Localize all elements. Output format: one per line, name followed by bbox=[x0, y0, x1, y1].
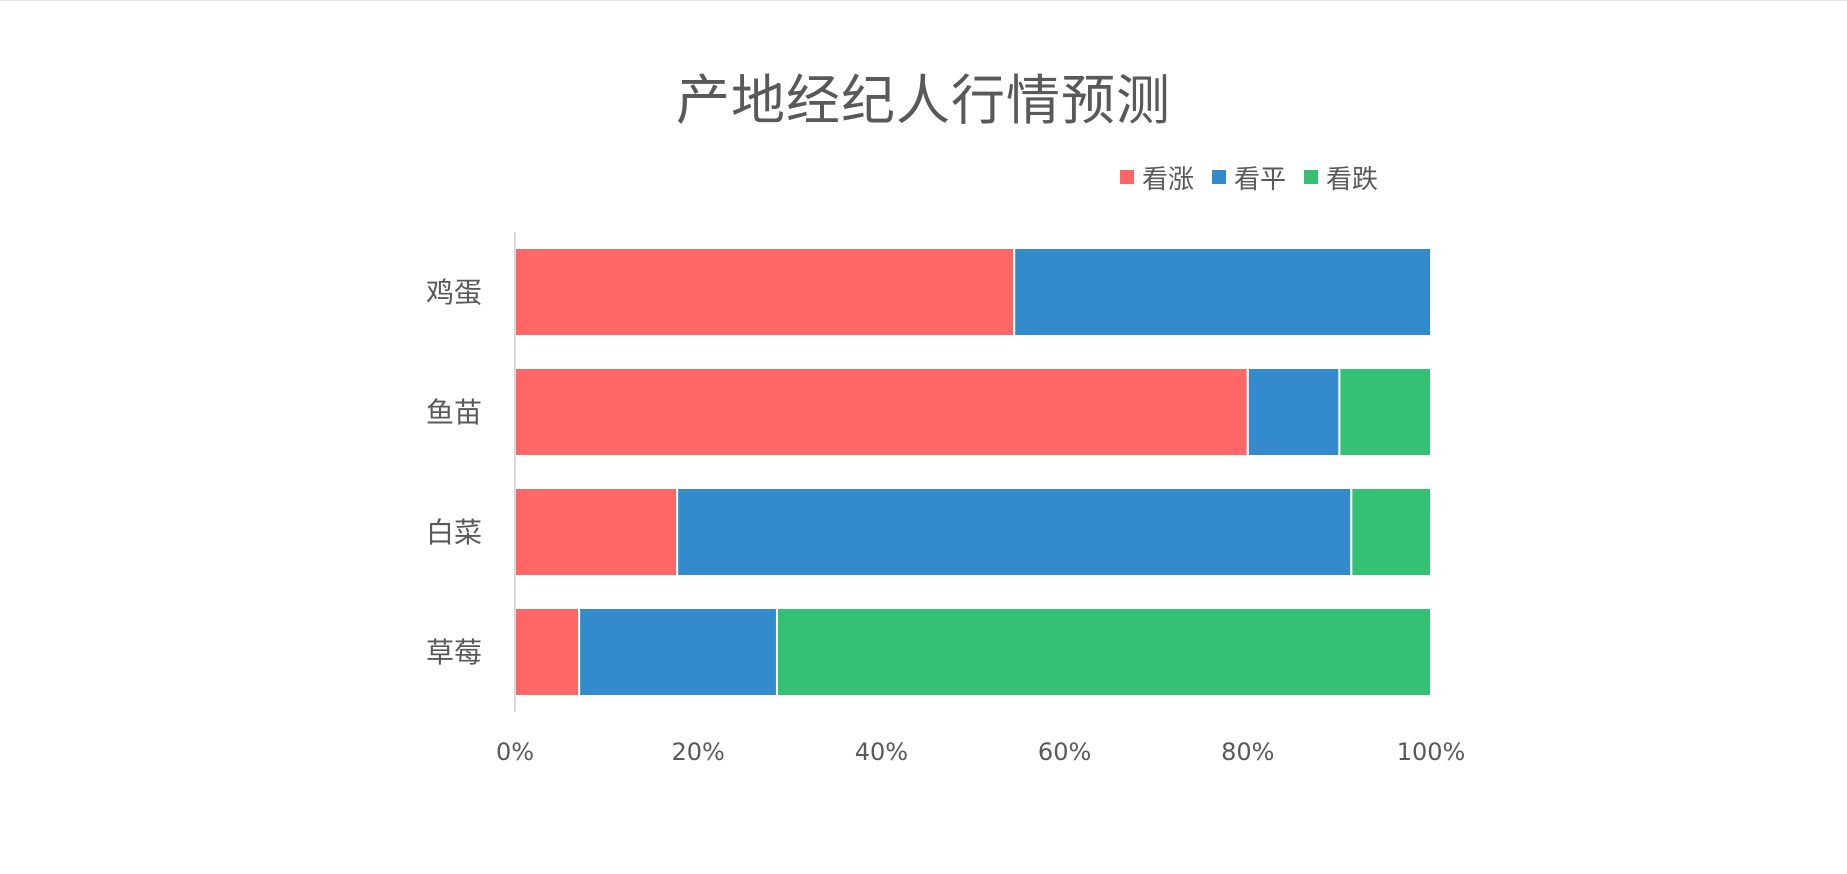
x-tick-label: 60% bbox=[1038, 738, 1091, 766]
bar-2-rise[interactable] bbox=[514, 367, 1249, 457]
bar-4-rise[interactable] bbox=[514, 607, 581, 697]
legend-item-rise[interactable]: 看涨 bbox=[1120, 159, 1194, 196]
x-tick-label: 20% bbox=[672, 738, 725, 766]
legend-item-flat[interactable]: 看平 bbox=[1212, 159, 1286, 196]
top-border bbox=[0, 0, 1847, 1]
chart-title: 产地经纪人行情预测 bbox=[676, 69, 1171, 132]
legend-label-rise: 看涨 bbox=[1142, 164, 1195, 195]
bar-2-fall[interactable] bbox=[1338, 367, 1433, 457]
bar-2-flat[interactable] bbox=[1246, 367, 1341, 457]
legend-label-flat: 看平 bbox=[1234, 164, 1287, 195]
y-tick-label: 鸡蛋 bbox=[426, 276, 482, 309]
bar-3-fall[interactable] bbox=[1350, 487, 1432, 577]
bar-4-flat[interactable] bbox=[578, 607, 778, 697]
x-tick-label: 80% bbox=[1221, 738, 1274, 766]
x-axis: 0% 20% 40% 60% 80% 100% bbox=[496, 738, 1465, 766]
bar-1-rise[interactable] bbox=[514, 247, 1016, 337]
bar-4-fall[interactable] bbox=[775, 607, 1432, 697]
y-tick-label: 鱼苗 bbox=[426, 396, 482, 429]
x-tick-label: 100% bbox=[1397, 738, 1466, 766]
bars-group bbox=[514, 247, 1433, 697]
bar-3-flat[interactable] bbox=[676, 487, 1353, 577]
legend: 看涨 看平 看跌 bbox=[1120, 159, 1378, 196]
y-tick-label: 草莓 bbox=[426, 636, 482, 669]
x-tick-label: 0% bbox=[496, 738, 534, 766]
legend-item-fall[interactable]: 看跌 bbox=[1304, 159, 1378, 196]
legend-label-fall: 看跌 bbox=[1326, 164, 1379, 195]
bar-3-rise[interactable] bbox=[514, 487, 679, 577]
legend-swatch-fall bbox=[1304, 170, 1319, 184]
bar-1-flat[interactable] bbox=[1013, 247, 1432, 337]
x-tick-label: 40% bbox=[855, 738, 908, 766]
y-tick-label: 白菜 bbox=[426, 516, 482, 549]
legend-swatch-rise bbox=[1120, 170, 1134, 184]
legend-swatch-flat bbox=[1212, 170, 1227, 184]
